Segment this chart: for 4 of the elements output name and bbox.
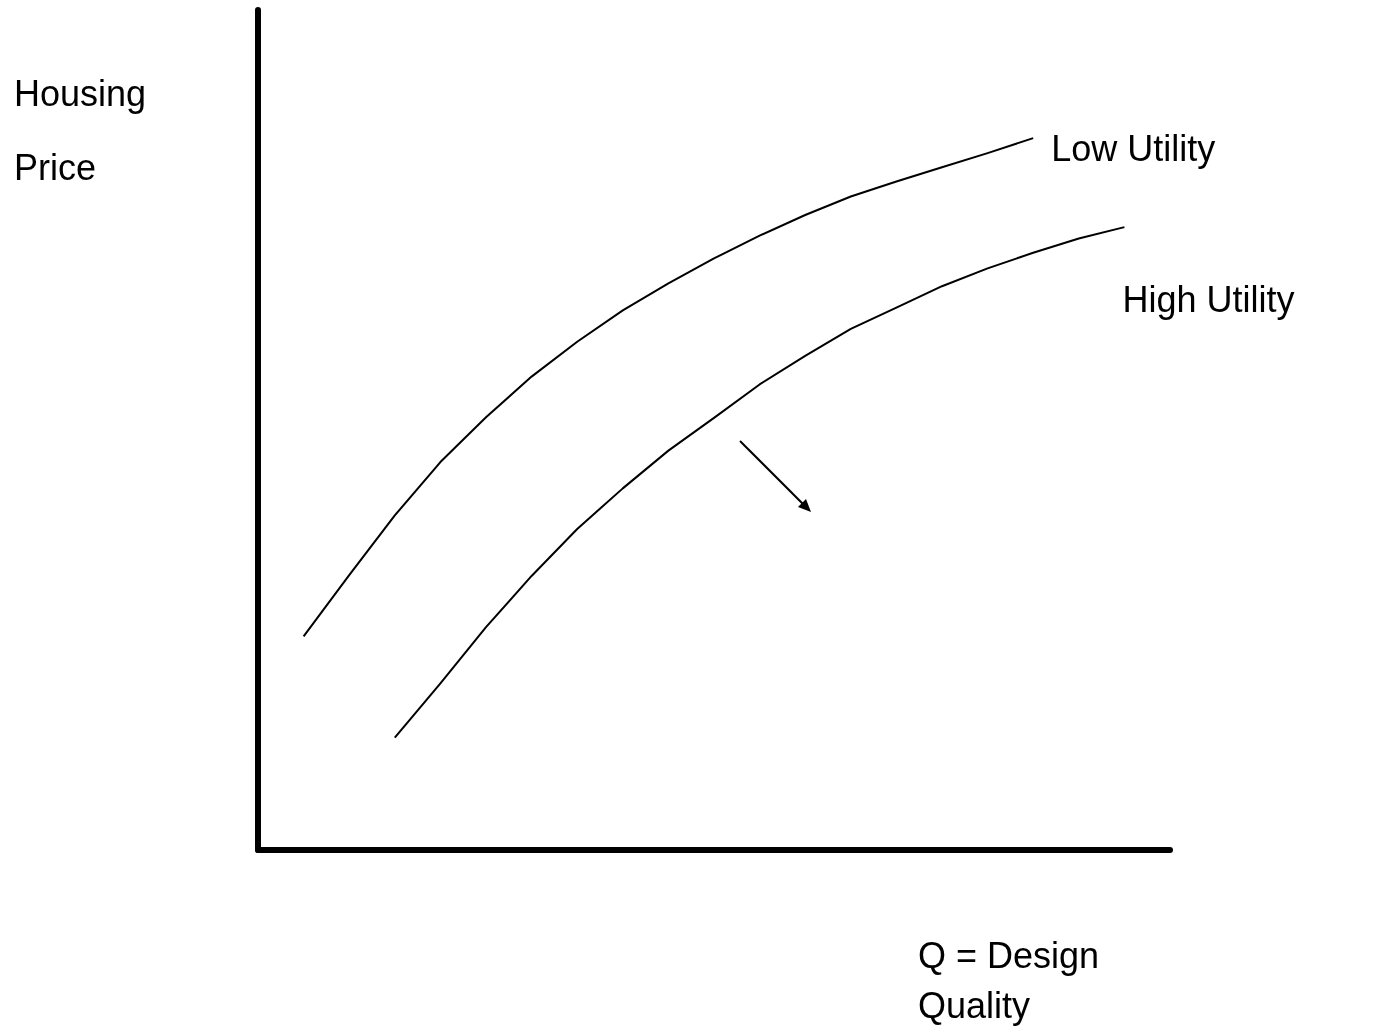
x-axis-title: Q = Design Quality bbox=[918, 934, 1100, 1026]
series-label: Low Utility bbox=[1051, 127, 1216, 169]
series-label: High Utility bbox=[1122, 278, 1295, 320]
y-axis-title: Housing Price bbox=[14, 72, 147, 188]
